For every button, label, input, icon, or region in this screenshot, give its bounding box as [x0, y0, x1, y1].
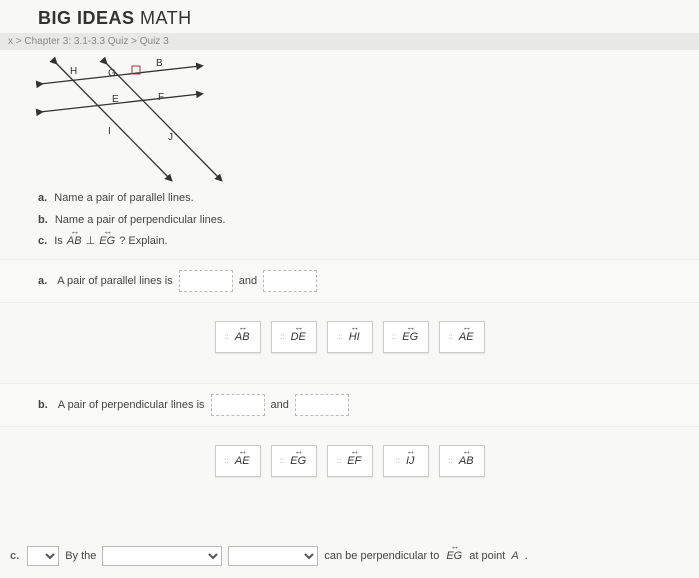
tile-a-2[interactable]: ::HI: [327, 321, 373, 353]
answer-c-bythe: By the: [65, 550, 96, 562]
label-H: H: [70, 66, 77, 77]
tile-bank-b: ::AE ::EG ::EF ::IJ ::AB: [0, 427, 699, 499]
answer-b-slot-2[interactable]: [295, 394, 349, 416]
drag-handle-icon: ::: [280, 332, 284, 341]
answer-c-row: c. By the can be perpendicular to EG at …: [0, 540, 699, 572]
label-J: J: [168, 132, 173, 143]
tile-b-1[interactable]: ::EG: [271, 445, 317, 477]
answer-b-joiner: and: [271, 399, 289, 411]
answer-a-joiner: and: [239, 275, 257, 287]
tile-b-4[interactable]: ::AB: [439, 445, 485, 477]
answer-b-row: b. A pair of perpendicular lines is and: [0, 383, 699, 427]
question-c-seg2: EG: [98, 233, 116, 251]
geometry-figure: H G B E F I J: [30, 54, 230, 184]
question-a: a. Name a pair of parallel lines.: [38, 190, 699, 208]
drag-handle-icon: ::: [224, 332, 228, 341]
drag-handle-icon: ::: [280, 456, 284, 465]
tile-a-4[interactable]: ::AE: [439, 321, 485, 353]
tile-bank-a: ::AB ::DE ::HI ::EG ::AE: [0, 303, 699, 375]
question-c-seg1: AB: [66, 233, 83, 251]
drag-handle-icon: ::: [337, 456, 341, 465]
question-a-label: a.: [38, 192, 47, 204]
question-list: a. Name a pair of parallel lines. b. Nam…: [0, 190, 699, 251]
drag-handle-icon: ::: [448, 332, 452, 341]
brand-header: BIG IDEAS MATH: [0, 0, 699, 33]
tile-a-1[interactable]: ::DE: [271, 321, 317, 353]
answer-a-label: a.: [38, 275, 47, 287]
question-c-suffix: ? Explain.: [119, 235, 167, 247]
answer-a-text: A pair of parallel lines is: [57, 275, 173, 287]
answer-b-label: b.: [38, 399, 48, 411]
label-I: I: [108, 126, 111, 137]
question-b: b. Name a pair of perpendicular lines.: [38, 212, 699, 230]
label-B: B: [156, 58, 163, 69]
question-c-perp: ⊥: [86, 235, 99, 247]
question-b-label: b.: [38, 214, 48, 226]
tile-a-0[interactable]: ::AB: [215, 321, 261, 353]
answer-c-select-3[interactable]: [228, 546, 318, 566]
answer-c-select-2[interactable]: [102, 546, 222, 566]
answer-c-select-1[interactable]: [27, 546, 59, 566]
answer-c-label: c.: [10, 550, 19, 562]
answer-c-period: .: [525, 550, 528, 562]
label-G: G: [108, 68, 116, 79]
drag-handle-icon: ::: [448, 456, 452, 465]
answer-a-row: a. A pair of parallel lines is and: [0, 259, 699, 303]
tile-b-3[interactable]: ::IJ: [383, 445, 429, 477]
drag-handle-icon: ::: [392, 332, 396, 341]
answer-a-slot-1[interactable]: [179, 270, 233, 292]
question-a-text: Name a pair of parallel lines.: [54, 192, 193, 204]
tile-b-0[interactable]: ::AE: [215, 445, 261, 477]
breadcrumb: x > Chapter 3: 3.1-3.3 Quiz > Quiz 3: [0, 33, 699, 50]
answer-c-tail2: at point: [469, 550, 505, 562]
label-E: E: [112, 94, 119, 105]
tile-a-3[interactable]: ::EG: [383, 321, 429, 353]
answer-c-seg: EG: [445, 550, 463, 562]
drag-handle-icon: ::: [338, 332, 342, 341]
answer-a-slot-2[interactable]: [263, 270, 317, 292]
answer-c-point: A: [511, 550, 518, 562]
question-c-label: c.: [38, 235, 47, 247]
answer-b-slot-1[interactable]: [211, 394, 265, 416]
drag-handle-icon: ::: [395, 456, 399, 465]
answer-c-tail1: can be perpendicular to: [324, 550, 439, 562]
drag-handle-icon: ::: [224, 456, 228, 465]
tile-b-2[interactable]: ::EF: [327, 445, 373, 477]
question-c-prefix: Is: [54, 235, 66, 247]
brand-bold: BIG IDEAS: [38, 8, 135, 28]
answer-b-text: A pair of perpendicular lines is: [58, 399, 205, 411]
brand-light: MATH: [135, 8, 192, 28]
question-c: c. Is AB ⊥ EG ? Explain.: [38, 233, 699, 251]
label-F: F: [158, 92, 164, 103]
